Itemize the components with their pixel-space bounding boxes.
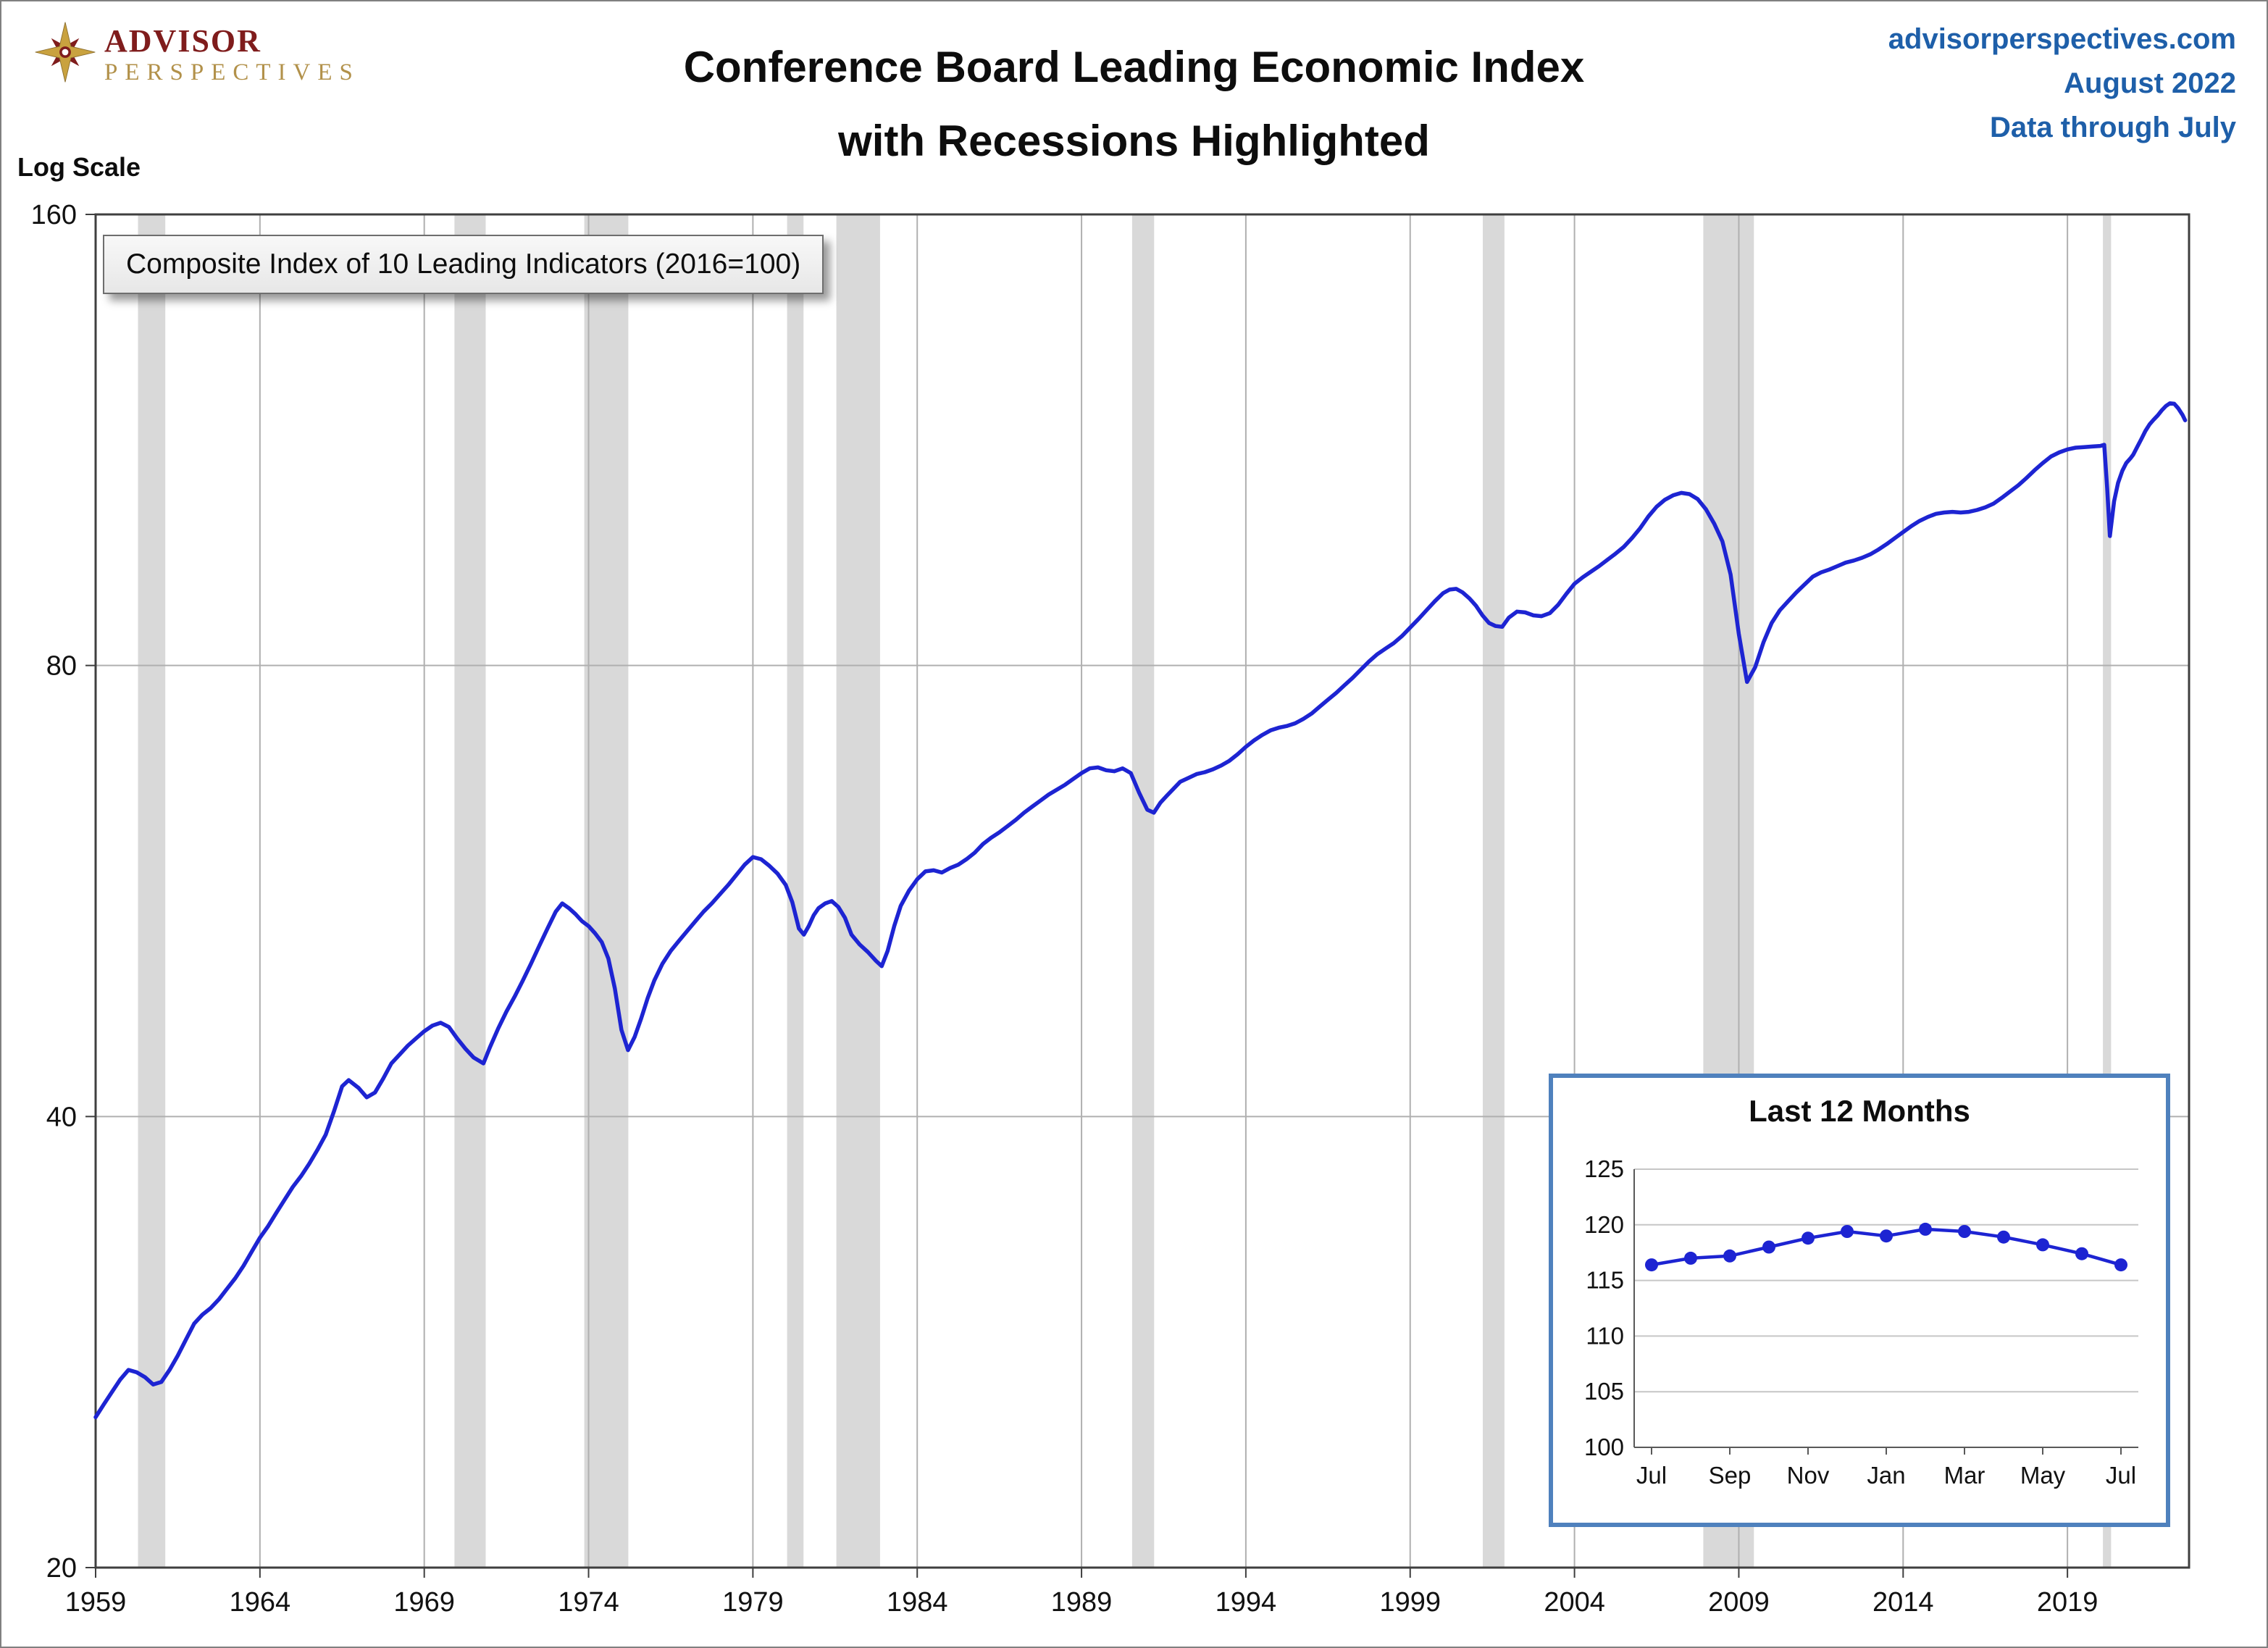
y-axis-tick-label: 20 — [46, 1553, 77, 1584]
inset-data-point — [1997, 1230, 2010, 1244]
inset-y-tick-label: 120 — [1584, 1211, 1624, 1238]
inset-y-tick-label: 110 — [1586, 1322, 1624, 1349]
x-axis-tick-label: 1984 — [887, 1587, 948, 1618]
inset-data-point — [1802, 1231, 1815, 1245]
x-axis-tick-label: 1964 — [230, 1587, 291, 1618]
x-axis-tick-label: 1979 — [722, 1587, 784, 1618]
inset-x-tick-label: May — [2020, 1462, 2066, 1489]
recession-band — [584, 214, 629, 1568]
plot-border — [94, 213, 2190, 1569]
site-url: advisorperspectives.com — [1888, 23, 2236, 55]
inset-chart: Last 12 Months 100 105 110 115 120 125 Jul Sep N… — [1549, 1074, 2170, 1527]
y-axis-tick-label: 160 — [31, 200, 77, 230]
y-axis-tick-label: 40 — [46, 1102, 77, 1132]
x-axis-tick-label: 1994 — [1215, 1587, 1277, 1618]
x-axis-tick-label: 1989 — [1051, 1587, 1113, 1618]
inset-x-tick-label: Mar — [1944, 1462, 1985, 1489]
inset-data-point — [1762, 1240, 1775, 1254]
x-axis-tick-label: 2009 — [1708, 1587, 1770, 1618]
inset-y-tick-label: 115 — [1586, 1267, 1624, 1294]
chart-title: Conference Board Leading Economic Index … — [1, 30, 2267, 178]
inset-chart-svg: 100 105 110 115 120 125 Jul Sep Nov Jan Mar May Jul — [1584, 1155, 2138, 1489]
chart-title-line2: with Recessions Highlighted — [838, 117, 1430, 165]
x-axis-tick-label: 1974 — [558, 1587, 619, 1618]
header-meta: advisorperspectives.com August 2022 Data… — [1888, 17, 2236, 150]
advisor-perspectives-logo: ADVISOR PERSPECTIVES — [33, 20, 360, 87]
inset-y-tick-label: 100 — [1584, 1434, 1624, 1460]
compass-icon — [35, 22, 96, 83]
inset-x-tick-label: Jul — [2106, 1462, 2136, 1489]
x-axis-tick-label: 1969 — [393, 1587, 455, 1618]
inset-y-tick-label: 125 — [1584, 1155, 1624, 1182]
data-through: Data through July — [1989, 112, 2236, 143]
lei-line — [93, 401, 2188, 1420]
x-axis-tick-label: 1959 — [65, 1587, 127, 1618]
x-axis-tick-label: 1999 — [1379, 1587, 1441, 1618]
recession-band — [2103, 214, 2112, 1568]
x-axis-tick-label: 2019 — [2037, 1587, 2098, 1618]
inset-data-point — [1684, 1251, 1697, 1265]
recession-band — [1483, 214, 1505, 1568]
inset-data-point — [1880, 1229, 1893, 1243]
recession-band — [138, 214, 166, 1568]
publish-month: August 2022 — [2064, 67, 2236, 99]
recession-band — [1131, 214, 1155, 1568]
inset-x-tick-label: Jan — [1867, 1462, 1905, 1489]
series-legend-text: Composite Index of 10 Leading Indicators… — [126, 248, 801, 280]
recession-band — [787, 214, 804, 1568]
log-scale-label: Log Scale — [17, 152, 141, 182]
inset-data-point — [2036, 1238, 2049, 1252]
logo-wordmark: ADVISOR PERSPECTIVES — [104, 25, 360, 87]
inset-data-point — [1841, 1225, 1854, 1238]
inset-data-point — [2075, 1247, 2088, 1260]
inset-title: Last 12 Months — [1749, 1094, 1970, 1128]
y-axis-tick-label: 80 — [46, 651, 77, 682]
recession-band — [836, 214, 880, 1568]
x-axis-tick-label: 2014 — [1872, 1587, 1934, 1618]
recession-band — [454, 214, 486, 1568]
chart-title-line1: Conference Board Leading Economic Index — [683, 43, 1585, 91]
inset-x-tick-label: Sep — [1709, 1462, 1752, 1489]
x-axis-tick-label: 2004 — [1544, 1587, 1605, 1618]
inset-x-tick-label: Nov — [1787, 1462, 1830, 1489]
inset-data-point — [2114, 1258, 2127, 1272]
inset-y-tick-label: 105 — [1584, 1378, 1624, 1405]
series-legend-box: Composite Index of 10 Leading Indicators… — [103, 235, 824, 294]
inset-data-point — [1723, 1249, 1736, 1263]
inset-data-point — [1919, 1222, 1932, 1236]
inset-data-point — [1958, 1225, 1971, 1238]
logo-perspectives-text: PERSPECTIVES — [104, 59, 360, 85]
inset-data-point — [1645, 1258, 1658, 1272]
inset-x-tick-label: Jul — [1636, 1462, 1667, 1489]
logo-advisor-text: ADVISOR — [104, 23, 261, 59]
